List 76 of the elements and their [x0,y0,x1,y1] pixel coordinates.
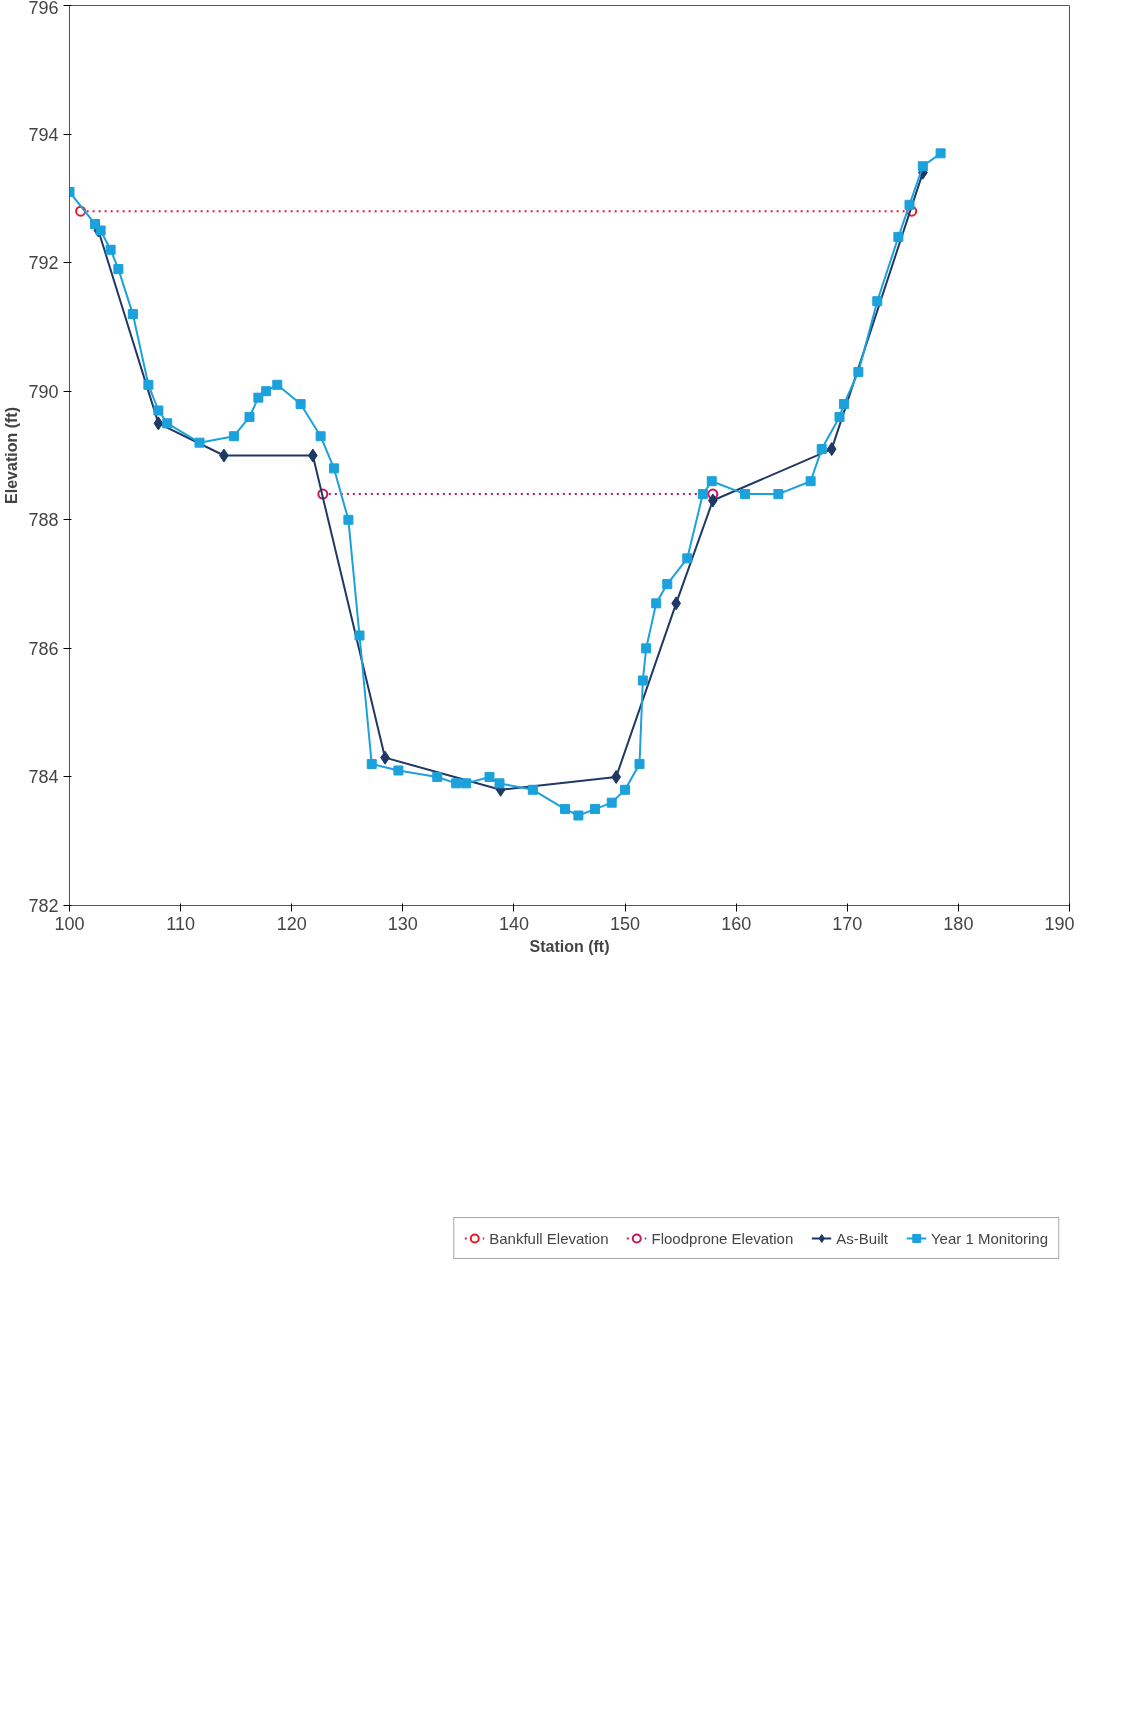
y-tick-label: 792 [28,253,59,274]
point [127,309,138,320]
point [272,379,283,390]
x-tick-label: 110 [166,913,195,934]
point [315,431,326,442]
point [560,804,571,815]
point [366,759,377,770]
x-tick-label: 130 [387,913,418,934]
point [494,778,505,789]
point [228,431,239,442]
point [662,579,673,590]
legend-label: Floodprone Elevation [651,1229,794,1247]
point [697,489,708,500]
point [153,405,164,416]
y-tick-label: 788 [28,510,59,531]
point [634,759,645,770]
y-tick-label: 786 [28,638,59,659]
point [153,416,164,431]
legend-label: As-Built [836,1229,888,1247]
point [682,553,693,564]
y-tick-label: 796 [28,0,59,18]
y-axis-title: Elevation (ft) [3,407,21,504]
x-tick-label: 140 [498,913,529,934]
y-tick-label: 794 [28,124,59,145]
point [484,771,495,782]
point [244,411,255,422]
point [393,765,404,776]
point [162,418,173,429]
point [740,489,751,500]
point [904,199,915,210]
point [838,399,849,410]
point [641,643,652,654]
point [461,778,472,789]
point [706,476,717,487]
point [295,399,306,410]
point [872,296,883,307]
legend-label: Year 1 Monitoring [930,1229,1048,1247]
point [917,161,928,172]
x-tick-label: 100 [54,913,85,934]
point [432,771,443,782]
point [893,231,904,242]
point [637,675,648,686]
point [606,797,617,808]
point [620,784,631,795]
point [105,244,116,255]
point [805,476,816,487]
point [834,411,845,422]
point [451,778,462,789]
y-tick-label: 782 [28,896,59,916]
x-axis-title: Station (ft) [529,937,610,955]
x-tick-label: 180 [943,913,974,934]
point [354,630,365,641]
point [194,437,205,448]
point [261,386,272,397]
x-tick-label: 160 [721,913,752,934]
point [826,442,837,457]
point [573,810,584,821]
point [253,392,264,403]
x-tick-label: 190 [1044,913,1075,934]
point [527,784,538,795]
x-tick-label: 170 [832,913,863,934]
point [651,598,662,609]
point [816,444,827,455]
point [853,366,864,377]
point [773,489,784,500]
point [343,514,354,525]
y-tick-label: 790 [28,381,59,402]
point [113,264,124,275]
point [328,463,339,474]
point [590,804,601,815]
point [935,148,946,159]
x-tick-label: 150 [610,913,641,934]
legend-label: Bankfull Elevation [489,1229,609,1247]
y-tick-label: 784 [28,767,59,788]
x-tick-label: 120 [276,913,307,934]
point [143,379,154,390]
